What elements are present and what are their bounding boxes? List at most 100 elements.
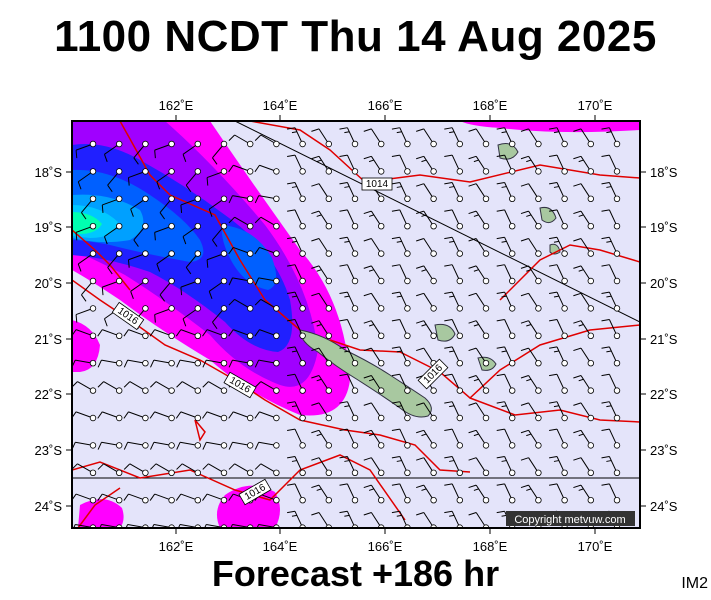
wind-barb — [175, 329, 201, 339]
wind-barb — [208, 195, 228, 217]
wind-barb — [416, 238, 437, 257]
wind-barb — [444, 346, 463, 367]
wind-barb — [123, 381, 149, 394]
wind-barb — [444, 373, 463, 394]
wind-barb — [254, 329, 280, 339]
wind-barb — [520, 265, 542, 285]
wind-barb — [496, 209, 516, 230]
wind-barb — [468, 238, 490, 257]
wind-barb — [444, 236, 463, 257]
wind-barb — [520, 210, 542, 230]
wind-barb — [254, 134, 280, 148]
wind-barb — [72, 381, 97, 394]
wind-barb — [496, 318, 516, 339]
wind-barb — [133, 140, 149, 165]
wind-barb — [228, 216, 254, 230]
wind-barb — [444, 483, 463, 504]
wind-barb — [123, 329, 149, 339]
wind-barb — [363, 484, 385, 504]
wind-barb — [254, 463, 280, 476]
wind-barb — [254, 164, 280, 175]
wind-barb — [520, 457, 542, 476]
wind-barb — [97, 329, 123, 339]
wind-barb — [228, 329, 254, 339]
wind-barb — [549, 236, 568, 257]
wind-barb — [601, 401, 621, 422]
wind-barb — [287, 401, 306, 422]
wind-barb — [81, 195, 97, 220]
left-lat-label: 24˚S — [35, 499, 63, 514]
wind-barb — [287, 455, 306, 476]
wind-barb — [444, 428, 463, 449]
top-lon-label: 170˚E — [578, 98, 613, 113]
wind-barb — [573, 155, 594, 175]
left-lat-label: 19˚S — [35, 220, 63, 235]
top-lon-label: 164˚E — [263, 98, 298, 113]
wind-barb — [311, 320, 332, 339]
wind-barb — [391, 318, 411, 339]
wind-barb — [496, 428, 516, 449]
wind-barb — [254, 381, 280, 394]
wind-barb — [549, 291, 568, 312]
wind-barb — [601, 181, 621, 202]
wind-barb — [391, 428, 411, 449]
wind-barb — [339, 181, 359, 202]
wind-barb — [520, 183, 542, 202]
left-lat-label: 22˚S — [35, 387, 63, 402]
wind-barb — [416, 183, 437, 202]
wind-barb — [549, 181, 568, 202]
left-lat-label: 21˚S — [35, 332, 63, 347]
wind-barb — [363, 457, 385, 476]
wind-barb — [363, 429, 385, 449]
wind-barb — [601, 483, 621, 504]
wind-barb — [573, 457, 594, 476]
wind-barb — [573, 128, 594, 148]
wind-barb — [496, 154, 516, 175]
wind-barb — [228, 463, 254, 476]
page-title: 1100 NCDT Thu 14 Aug 2025 — [54, 12, 657, 61]
wind-barb — [130, 195, 149, 217]
wind-barb — [107, 168, 123, 193]
wind-barb — [185, 250, 201, 275]
wind-barb — [175, 411, 201, 422]
image-tag: IM2 — [681, 575, 708, 592]
wind-barb — [254, 411, 280, 422]
wind-barb — [573, 238, 594, 257]
wind-barb — [363, 320, 385, 339]
wind-barb — [416, 347, 437, 367]
rain-area-heavy-3 — [221, 225, 277, 290]
wind-barb — [228, 277, 254, 286]
wind-barb — [468, 292, 490, 312]
wind-barb — [416, 210, 437, 230]
wind-barb — [601, 291, 621, 312]
wind-barb — [287, 236, 306, 257]
map-frame — [71, 120, 641, 529]
axis-ticks: 162˚E 162˚E 164˚E 164˚E 166˚E 166˚E 168˚E 168˚E… — [35, 98, 678, 554]
wind-barb — [444, 264, 463, 285]
wind-barb — [601, 455, 621, 476]
loyalty-island-mare — [434, 323, 456, 342]
wind-barb — [468, 347, 490, 367]
wind-barb — [601, 127, 621, 148]
left-lat-label: 18˚S — [35, 165, 63, 180]
wind-barb — [363, 292, 385, 312]
wind-barb — [176, 463, 201, 476]
wind-barb — [468, 128, 490, 148]
wind-barb — [311, 210, 332, 230]
right-lat-label: 20˚S — [650, 276, 678, 291]
wind-barb — [601, 318, 621, 339]
rain-area-light-top-right — [460, 121, 640, 133]
wind-barb — [339, 154, 359, 175]
wind-barb — [496, 483, 516, 504]
wind-barb — [77, 168, 97, 190]
wind-barb — [549, 455, 568, 476]
wind-barb — [339, 264, 359, 285]
wind-barb — [206, 250, 228, 268]
wind-barb — [573, 347, 594, 367]
wind-barb — [81, 277, 97, 302]
wind-barb — [339, 291, 359, 312]
wind-barb — [202, 463, 228, 476]
wind-barb — [549, 346, 568, 367]
wind-barb — [97, 493, 123, 504]
